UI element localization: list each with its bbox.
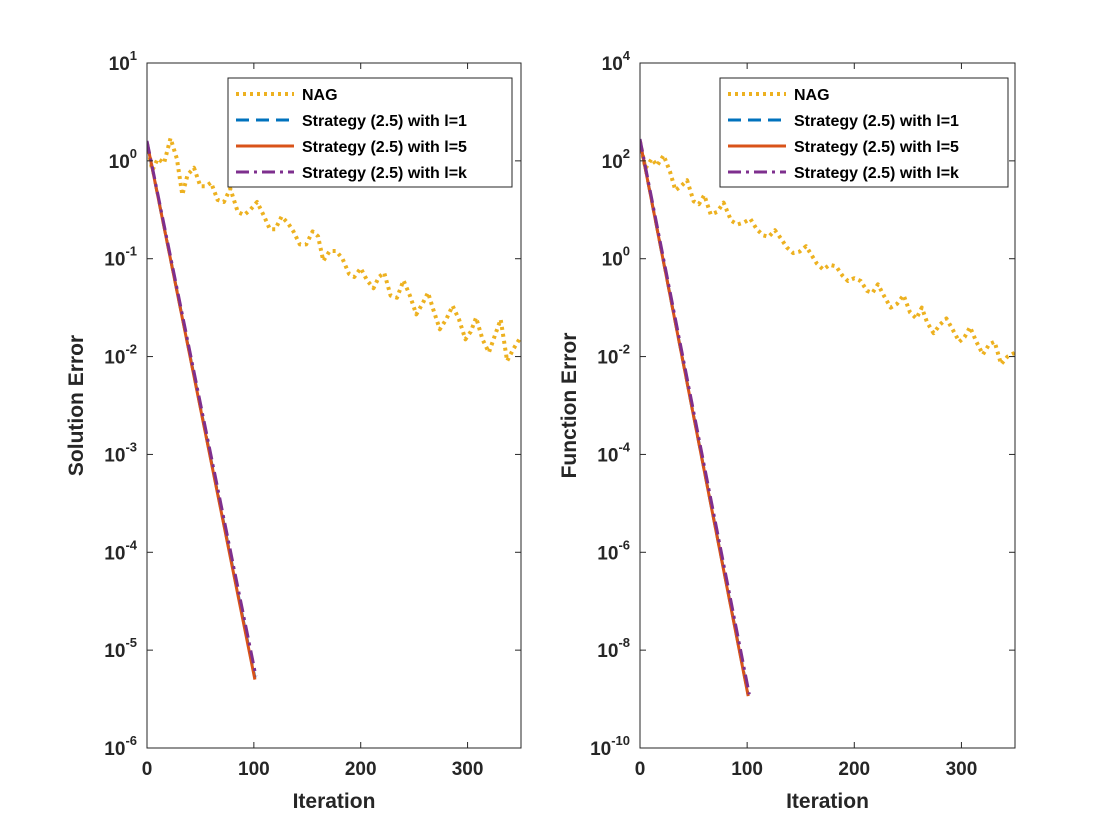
y-tick-label: 10-6	[597, 537, 630, 564]
x-tick-label: 0	[635, 759, 646, 780]
y-axis-label: Solution Error	[65, 335, 88, 476]
y-tick-label: 100	[109, 146, 137, 173]
legend-entry-label: NAG	[302, 87, 338, 104]
series-line-0	[147, 136, 521, 363]
y-tick-label: 10-4	[597, 439, 630, 466]
y-tick-label: 104	[602, 48, 631, 75]
y-tick-label: 10-2	[597, 342, 630, 369]
y-tick-label: 10-5	[104, 635, 137, 662]
function-error-plot: 0 100 200 300 104 102 100 10-2 10-4 10-6 10-8 10-10…	[558, 48, 1016, 813]
legend-entry-label: Strategy (2.5) with l=k	[794, 165, 959, 182]
series-line-2	[147, 141, 257, 680]
y-tick-label: 102	[602, 146, 630, 173]
legend-entry-label: Strategy (2.5) with l=1	[794, 113, 959, 130]
x-axis-label: Iteration	[786, 790, 869, 813]
series-line-0	[640, 141, 1015, 367]
axes-box	[146, 62, 522, 749]
y-tick-label: 101	[109, 48, 137, 75]
legend-entry-label: Strategy (2.5) with l=5	[794, 139, 959, 156]
legend-entry-label: Strategy (2.5) with l=1	[302, 113, 467, 130]
solution-error-plot: 0 100 200 300 101 100 10-1 10-2 10-3 10-4 10-5 10-6…	[65, 48, 522, 813]
legend: NAG Strategy (2.5) with l=1 Strategy (2.5)…	[227, 77, 513, 188]
legend-entry-label: NAG	[794, 87, 830, 104]
legend-entry-label: Strategy (2.5) with l=k	[302, 165, 467, 182]
x-tick-label: 300	[946, 759, 978, 780]
x-axis-label: Iteration	[293, 790, 376, 813]
x-tick-label: 200	[838, 759, 870, 780]
x-tick-label: 100	[238, 759, 270, 780]
y-axis-label: Function Error	[558, 333, 581, 479]
x-tick-label: 0	[142, 759, 153, 780]
y-tick-label: 100	[602, 244, 630, 271]
series-line-3	[640, 138, 751, 695]
x-tick-label: 200	[345, 759, 377, 780]
y-tick-label: 10-8	[597, 635, 630, 662]
y-tick-label: 10-4	[104, 537, 137, 564]
legend-entry-label: Strategy (2.5) with l=5	[302, 139, 467, 156]
x-tick-label: 300	[452, 759, 484, 780]
x-tick-label: 100	[731, 759, 763, 780]
y-tick-label: 10-6	[104, 733, 137, 760]
axes-box	[639, 62, 1016, 749]
y-tick-label: 10-10	[590, 733, 630, 760]
y-tick-label: 10-2	[104, 342, 137, 369]
y-tick-label: 10-1	[104, 244, 137, 271]
y-tick-label: 10-3	[104, 439, 137, 466]
legend: NAG Strategy (2.5) with l=1 Strategy (2.5)…	[719, 77, 1009, 188]
